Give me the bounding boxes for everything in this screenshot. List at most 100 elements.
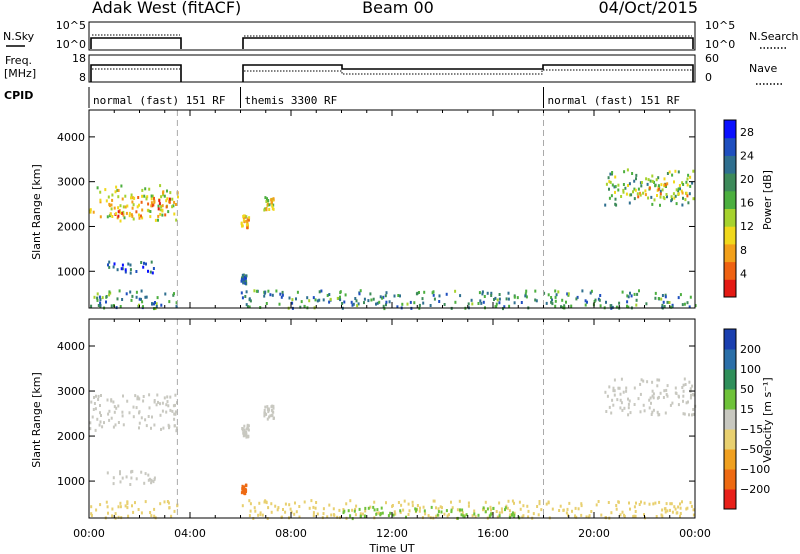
- data-cell: [110, 398, 113, 402]
- data-cell: [121, 263, 124, 267]
- data-cell: [312, 296, 315, 300]
- data-cell: [647, 196, 650, 200]
- colorbar-swatch: [724, 173, 736, 192]
- data-cell: [108, 265, 111, 269]
- data-cell: [153, 196, 155, 200]
- data-cell: [438, 294, 441, 298]
- data-cell: [97, 304, 100, 307]
- data-cell: [423, 509, 426, 513]
- data-cell: [341, 302, 344, 305]
- data-cell: [329, 297, 332, 301]
- data-cell: [258, 501, 261, 505]
- data-cell: [498, 301, 501, 305]
- data-cell: [526, 504, 529, 508]
- data-cell: [689, 175, 692, 179]
- data-cell: [562, 305, 565, 309]
- data-cell: [373, 508, 376, 512]
- data-cell: [628, 501, 630, 505]
- data-cell: [443, 303, 446, 306]
- data-cell: [644, 189, 647, 193]
- data-cell: [633, 403, 636, 406]
- data-cell: [330, 513, 333, 517]
- data-cell: [246, 305, 249, 309]
- data-cell: [255, 289, 258, 293]
- data-cell: [397, 294, 400, 297]
- data-cell: [498, 293, 501, 296]
- data-cell: [607, 176, 610, 180]
- data-cell: [655, 515, 658, 518]
- data-cell: [344, 293, 347, 297]
- data-cell: [461, 511, 464, 515]
- data-cell: [144, 418, 147, 422]
- data-cell: [263, 294, 266, 298]
- data-cell: [682, 183, 685, 186]
- data-cell: [513, 301, 516, 305]
- data-cell: [505, 297, 508, 301]
- colorbar-tick-label: 100: [740, 363, 761, 376]
- data-cell: [508, 509, 511, 513]
- data-cell: [119, 211, 122, 215]
- data-cell: [92, 408, 95, 411]
- data-cell: [685, 180, 688, 184]
- data-cell: [656, 378, 659, 382]
- colorbar-frame: [723, 119, 737, 298]
- data-cell: [691, 181, 694, 185]
- data-cell: [615, 504, 618, 507]
- data-cell: [429, 304, 432, 307]
- data-cell: [153, 399, 156, 402]
- data-cell: [439, 505, 442, 509]
- data-cell: [459, 508, 461, 512]
- data-cell: [524, 294, 527, 298]
- data-cell: [681, 500, 683, 504]
- data-cell: [504, 506, 507, 510]
- data-cell: [375, 512, 378, 516]
- data-cell: [670, 502, 673, 506]
- data-cell: [130, 298, 133, 302]
- data-cell: [547, 501, 550, 505]
- data-cell: [599, 294, 602, 297]
- data-cell: [407, 502, 410, 506]
- data-cell: [639, 392, 642, 396]
- colorbar-tick-label: 20: [740, 173, 754, 186]
- data-cell: [684, 383, 687, 386]
- data-cell: [265, 207, 268, 210]
- data-cell: [621, 290, 624, 294]
- data-cell: [326, 515, 329, 519]
- data-cell: [272, 404, 275, 408]
- data-cell: [505, 504, 508, 508]
- data-cell: [450, 508, 453, 512]
- data-cell: [113, 262, 116, 266]
- data-cell: [120, 267, 123, 271]
- data-cell: [150, 260, 153, 264]
- data-cell: [661, 514, 664, 518]
- data-cell: [423, 290, 426, 294]
- data-cell: [562, 508, 565, 512]
- data-cell: [666, 300, 669, 304]
- data-cell: [587, 515, 590, 519]
- data-cell: [503, 305, 506, 309]
- data-cell: [271, 204, 274, 208]
- data-cell: [615, 305, 618, 309]
- data-cell: [177, 195, 179, 199]
- data-cell: [109, 212, 112, 216]
- data-cell: [486, 291, 489, 295]
- data-cell: [117, 505, 120, 509]
- data-cell: [557, 290, 560, 294]
- data-cell: [162, 426, 165, 430]
- data-cell: [681, 386, 684, 389]
- data-cell: [377, 511, 380, 515]
- data-cell: [692, 197, 695, 201]
- data-cell: [99, 411, 101, 415]
- data-cell: [166, 395, 169, 399]
- data-cell: [130, 196, 132, 200]
- data-cell: [268, 203, 271, 207]
- data-cell: [95, 508, 98, 512]
- data-cell: [119, 305, 122, 308]
- data-cell: [441, 506, 443, 510]
- data-cell: [550, 296, 553, 299]
- data-cell: [316, 512, 319, 516]
- data-cell: [669, 508, 671, 512]
- data-cell: [153, 423, 156, 427]
- data-cell: [129, 483, 132, 486]
- colorbar-tick-label: −200: [740, 483, 770, 496]
